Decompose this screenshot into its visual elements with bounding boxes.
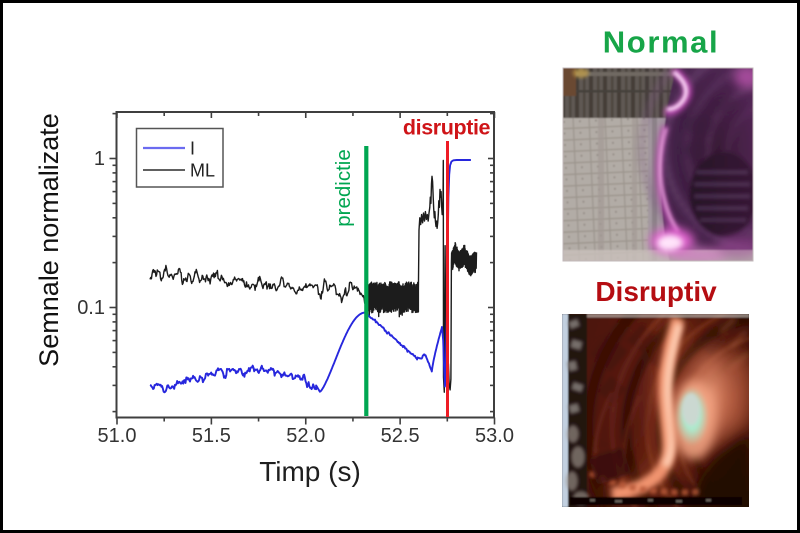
- svg-text:53.0: 53.0: [475, 425, 514, 447]
- svg-text:Normal: Normal: [603, 25, 719, 60]
- svg-text:0.1: 0.1: [77, 297, 105, 319]
- svg-text:52.5: 52.5: [381, 425, 420, 447]
- svg-text:52.0: 52.0: [286, 425, 325, 447]
- svg-text:predictie: predictie: [332, 149, 355, 227]
- svg-text:51.5: 51.5: [192, 425, 231, 447]
- svg-text:disruptie: disruptie: [403, 116, 491, 140]
- svg-text:ML: ML: [190, 161, 215, 181]
- svg-text:1: 1: [94, 148, 105, 170]
- svg-text:I: I: [190, 139, 195, 159]
- svg-text:Disruptiv: Disruptiv: [595, 276, 717, 307]
- svg-text:Timp (s): Timp (s): [259, 456, 361, 487]
- svg-text:Semnale normalizate: Semnale normalizate: [34, 113, 64, 367]
- svg-text:51.0: 51.0: [98, 425, 137, 447]
